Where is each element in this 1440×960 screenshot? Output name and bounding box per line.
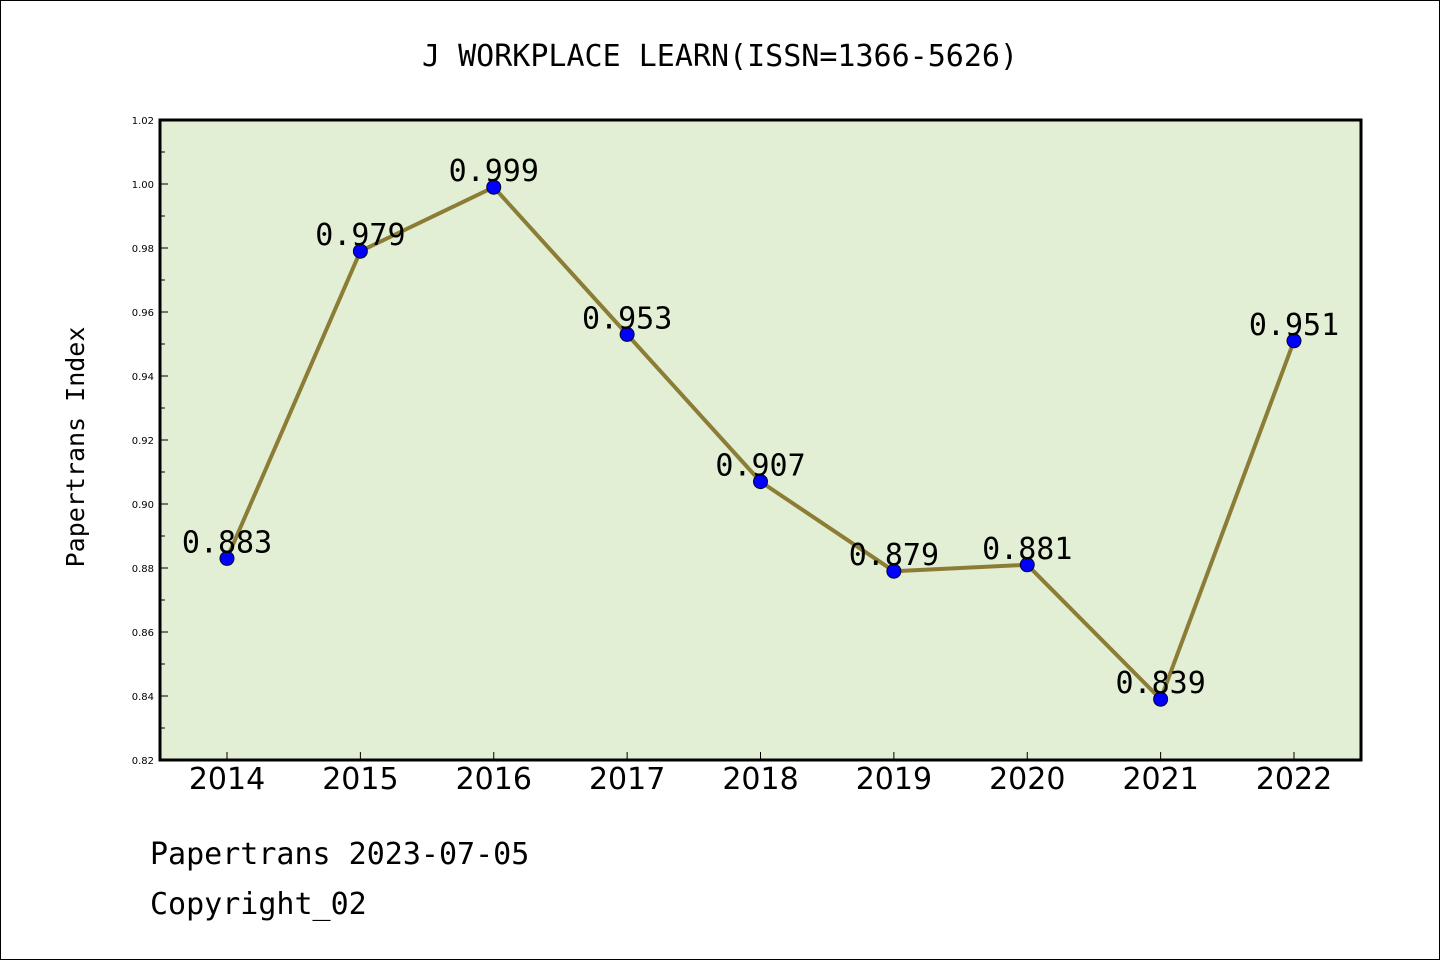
data-label: 0.951 [1249,308,1339,343]
data-label: 0.999 [449,154,539,189]
data-labels-group: 0.883 0.979 0.999 0.953 0.907 0.879 0.881 0.839… [182,154,1339,701]
data-point [1153,691,1169,707]
data-point [352,243,368,259]
y-axis-label: Papertrans Index [61,327,90,568]
data-point [619,326,635,342]
y-tick-label: 0.96 [132,308,154,319]
data-label: 0.907 [715,449,805,484]
data-label: 0.883 [182,525,272,560]
y-tick-label: 1.00 [132,180,154,191]
x-tick-label: 2016 [456,762,532,797]
x-tick-label: 2020 [989,762,1065,797]
y-tick-label: 0.90 [132,500,154,511]
data-label: 0.953 [582,301,672,336]
data-label: 0.839 [1115,666,1205,701]
footer-source: Papertrans 2023-07-05 [150,837,529,872]
plot-frame [158,118,1363,762]
y-tick-label: 0.82 [132,756,154,767]
chart-title: J WORKPLACE LEARN(ISSN=1366-5626) [422,39,1018,74]
series-points-group [219,179,1302,707]
data-point [486,179,502,195]
y-tick-label: 0.88 [132,564,154,575]
x-tick-label: 2014 [189,762,265,797]
plot-area [160,120,1361,760]
x-tick-label: 2019 [856,762,932,797]
footer-copyright: Copyright_02 [150,887,367,922]
x-tick-label: 2021 [1122,762,1198,797]
data-point [753,474,768,490]
data-point [219,550,235,566]
x-tick-label: 2017 [589,762,665,797]
data-label: 0.979 [315,218,405,253]
data-label: 0.879 [849,538,939,573]
y-axis: 0.82 0.84 0.86 0.88 0.90 0.92 0.94 0.96 0.98 1.00… [132,116,168,767]
data-point [1286,333,1302,349]
y-tick-label: 1.02 [132,116,154,127]
data-point [886,563,902,579]
y-tick-label: 0.94 [132,372,154,383]
y-tick-label: 0.86 [132,628,154,639]
x-tick-label: 2022 [1256,762,1332,797]
x-tick-label: 2018 [722,762,798,797]
x-axis: 2014 2015 2016 2017 2018 2019 2020 2021 2022 [189,752,1332,797]
y-tick-label: 0.98 [132,244,154,255]
data-point [1019,557,1035,573]
x-tick-label: 2015 [322,762,398,797]
y-tick-label: 0.84 [132,692,154,703]
data-label: 0.881 [982,532,1072,567]
y-tick-label: 0.92 [132,436,154,447]
